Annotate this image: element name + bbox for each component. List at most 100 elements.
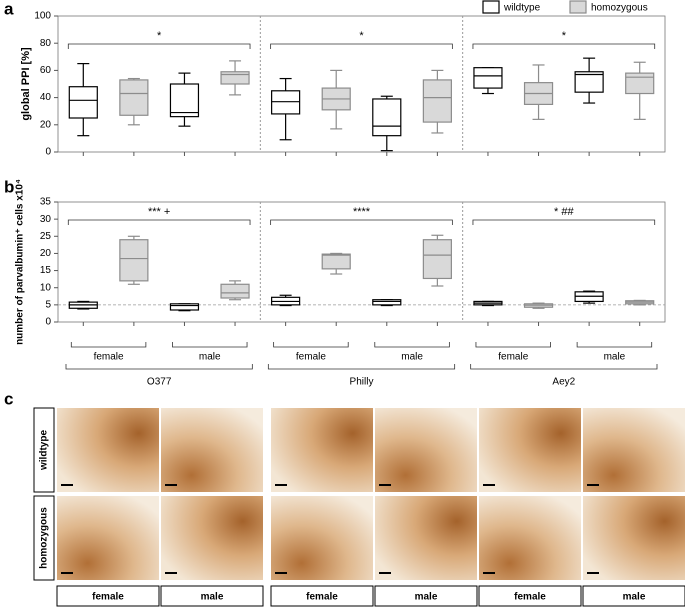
column-label-box	[582, 585, 685, 607]
significance-label: *	[562, 30, 567, 42]
legend-swatch	[482, 0, 500, 14]
column-label-box	[374, 585, 478, 607]
micrograph	[479, 496, 581, 580]
micrograph	[375, 496, 477, 580]
group-bracket	[267, 364, 456, 370]
column-label: female	[306, 592, 338, 603]
significance-bracket	[270, 43, 453, 49]
x-tick-label: female	[296, 352, 326, 363]
group-bracket	[470, 364, 658, 370]
y-tick-label: 10	[40, 282, 52, 293]
box	[473, 67, 503, 89]
box	[372, 98, 402, 137]
group-label: O377	[147, 377, 172, 388]
column-label-box	[478, 585, 582, 607]
micrograph	[271, 496, 373, 580]
y-tick-label: 40	[40, 92, 52, 103]
category-bracket	[576, 342, 653, 348]
box	[574, 71, 604, 93]
significance-bracket	[67, 219, 251, 225]
micrograph	[161, 496, 263, 580]
category-bracket	[172, 342, 248, 348]
y-tick-label: 20	[40, 248, 52, 259]
column-label-box	[56, 585, 160, 607]
box	[625, 72, 655, 95]
box	[220, 283, 250, 299]
y-tick-label: 5	[45, 299, 51, 310]
significance-label: * ##	[554, 206, 574, 218]
micrograph	[57, 408, 159, 492]
plot-frame	[57, 201, 666, 323]
y-tick-label: 25	[40, 231, 52, 242]
y-tick-label: 0	[45, 147, 51, 158]
box	[169, 83, 200, 118]
micrograph	[479, 408, 581, 492]
panel-label: a	[4, 0, 14, 18]
significance-bracket	[472, 219, 656, 225]
column-label-box	[160, 585, 264, 607]
box	[68, 86, 98, 119]
y-tick-label: 100	[34, 11, 51, 22]
box	[321, 253, 351, 270]
y-tick-label: 0	[45, 317, 51, 328]
column-label: male	[415, 592, 438, 603]
micrograph	[583, 496, 685, 580]
column-label-box	[270, 585, 374, 607]
y-tick-label: 35	[40, 197, 52, 208]
legend-swatch	[569, 0, 587, 14]
legend-label: wildtype	[503, 3, 541, 14]
significance-label: *	[157, 30, 162, 42]
x-tick-label: male	[199, 352, 221, 363]
panel-label: c	[4, 389, 13, 408]
box	[271, 90, 301, 115]
significance-bracket	[67, 43, 251, 49]
plot-frame	[57, 15, 666, 153]
box	[169, 303, 200, 311]
x-tick-label: male	[401, 352, 423, 363]
column-label: female	[514, 592, 546, 603]
box	[422, 79, 452, 123]
y-tick-label: 80	[40, 38, 52, 49]
category-bracket	[374, 342, 450, 348]
category-bracket	[475, 342, 551, 348]
box	[119, 239, 149, 282]
y-tick-label: 20	[40, 119, 52, 130]
y-tick-label: 60	[40, 65, 52, 76]
panel-label: b	[4, 177, 14, 196]
y-axis-label: global PPI [%]	[20, 47, 32, 121]
box	[119, 79, 149, 116]
y-tick-label: 30	[40, 214, 52, 225]
micrograph	[271, 408, 373, 492]
x-tick-label: female	[94, 352, 124, 363]
significance-bracket	[270, 219, 453, 225]
micrograph	[57, 496, 159, 580]
row-label: wildtype	[39, 430, 50, 471]
group-label: Aey2	[552, 377, 575, 388]
legend-label: homozygous	[591, 3, 648, 14]
group-bracket	[65, 364, 253, 370]
micrograph	[583, 408, 685, 492]
column-label: male	[201, 592, 224, 603]
micrograph	[161, 408, 263, 492]
box	[372, 299, 402, 306]
row-label-box	[33, 495, 55, 581]
row-label: homozygous	[39, 507, 50, 569]
group-label: Philly	[350, 377, 374, 388]
significance-label: *	[359, 30, 364, 42]
column-label: female	[92, 592, 124, 603]
column-label: male	[623, 592, 646, 603]
significance-label: *** +	[148, 206, 170, 218]
category-bracket	[70, 342, 147, 348]
y-axis-label: number of parvalbumin⁺ cells x10⁴	[15, 179, 26, 345]
row-label-box	[33, 407, 55, 493]
x-tick-label: male	[604, 352, 626, 363]
significance-label: ****	[353, 206, 371, 218]
y-tick-label: 15	[40, 265, 52, 276]
box	[422, 239, 452, 280]
significance-bracket	[472, 43, 656, 49]
category-bracket	[273, 342, 349, 348]
x-tick-label: female	[498, 352, 528, 363]
box	[220, 71, 250, 85]
